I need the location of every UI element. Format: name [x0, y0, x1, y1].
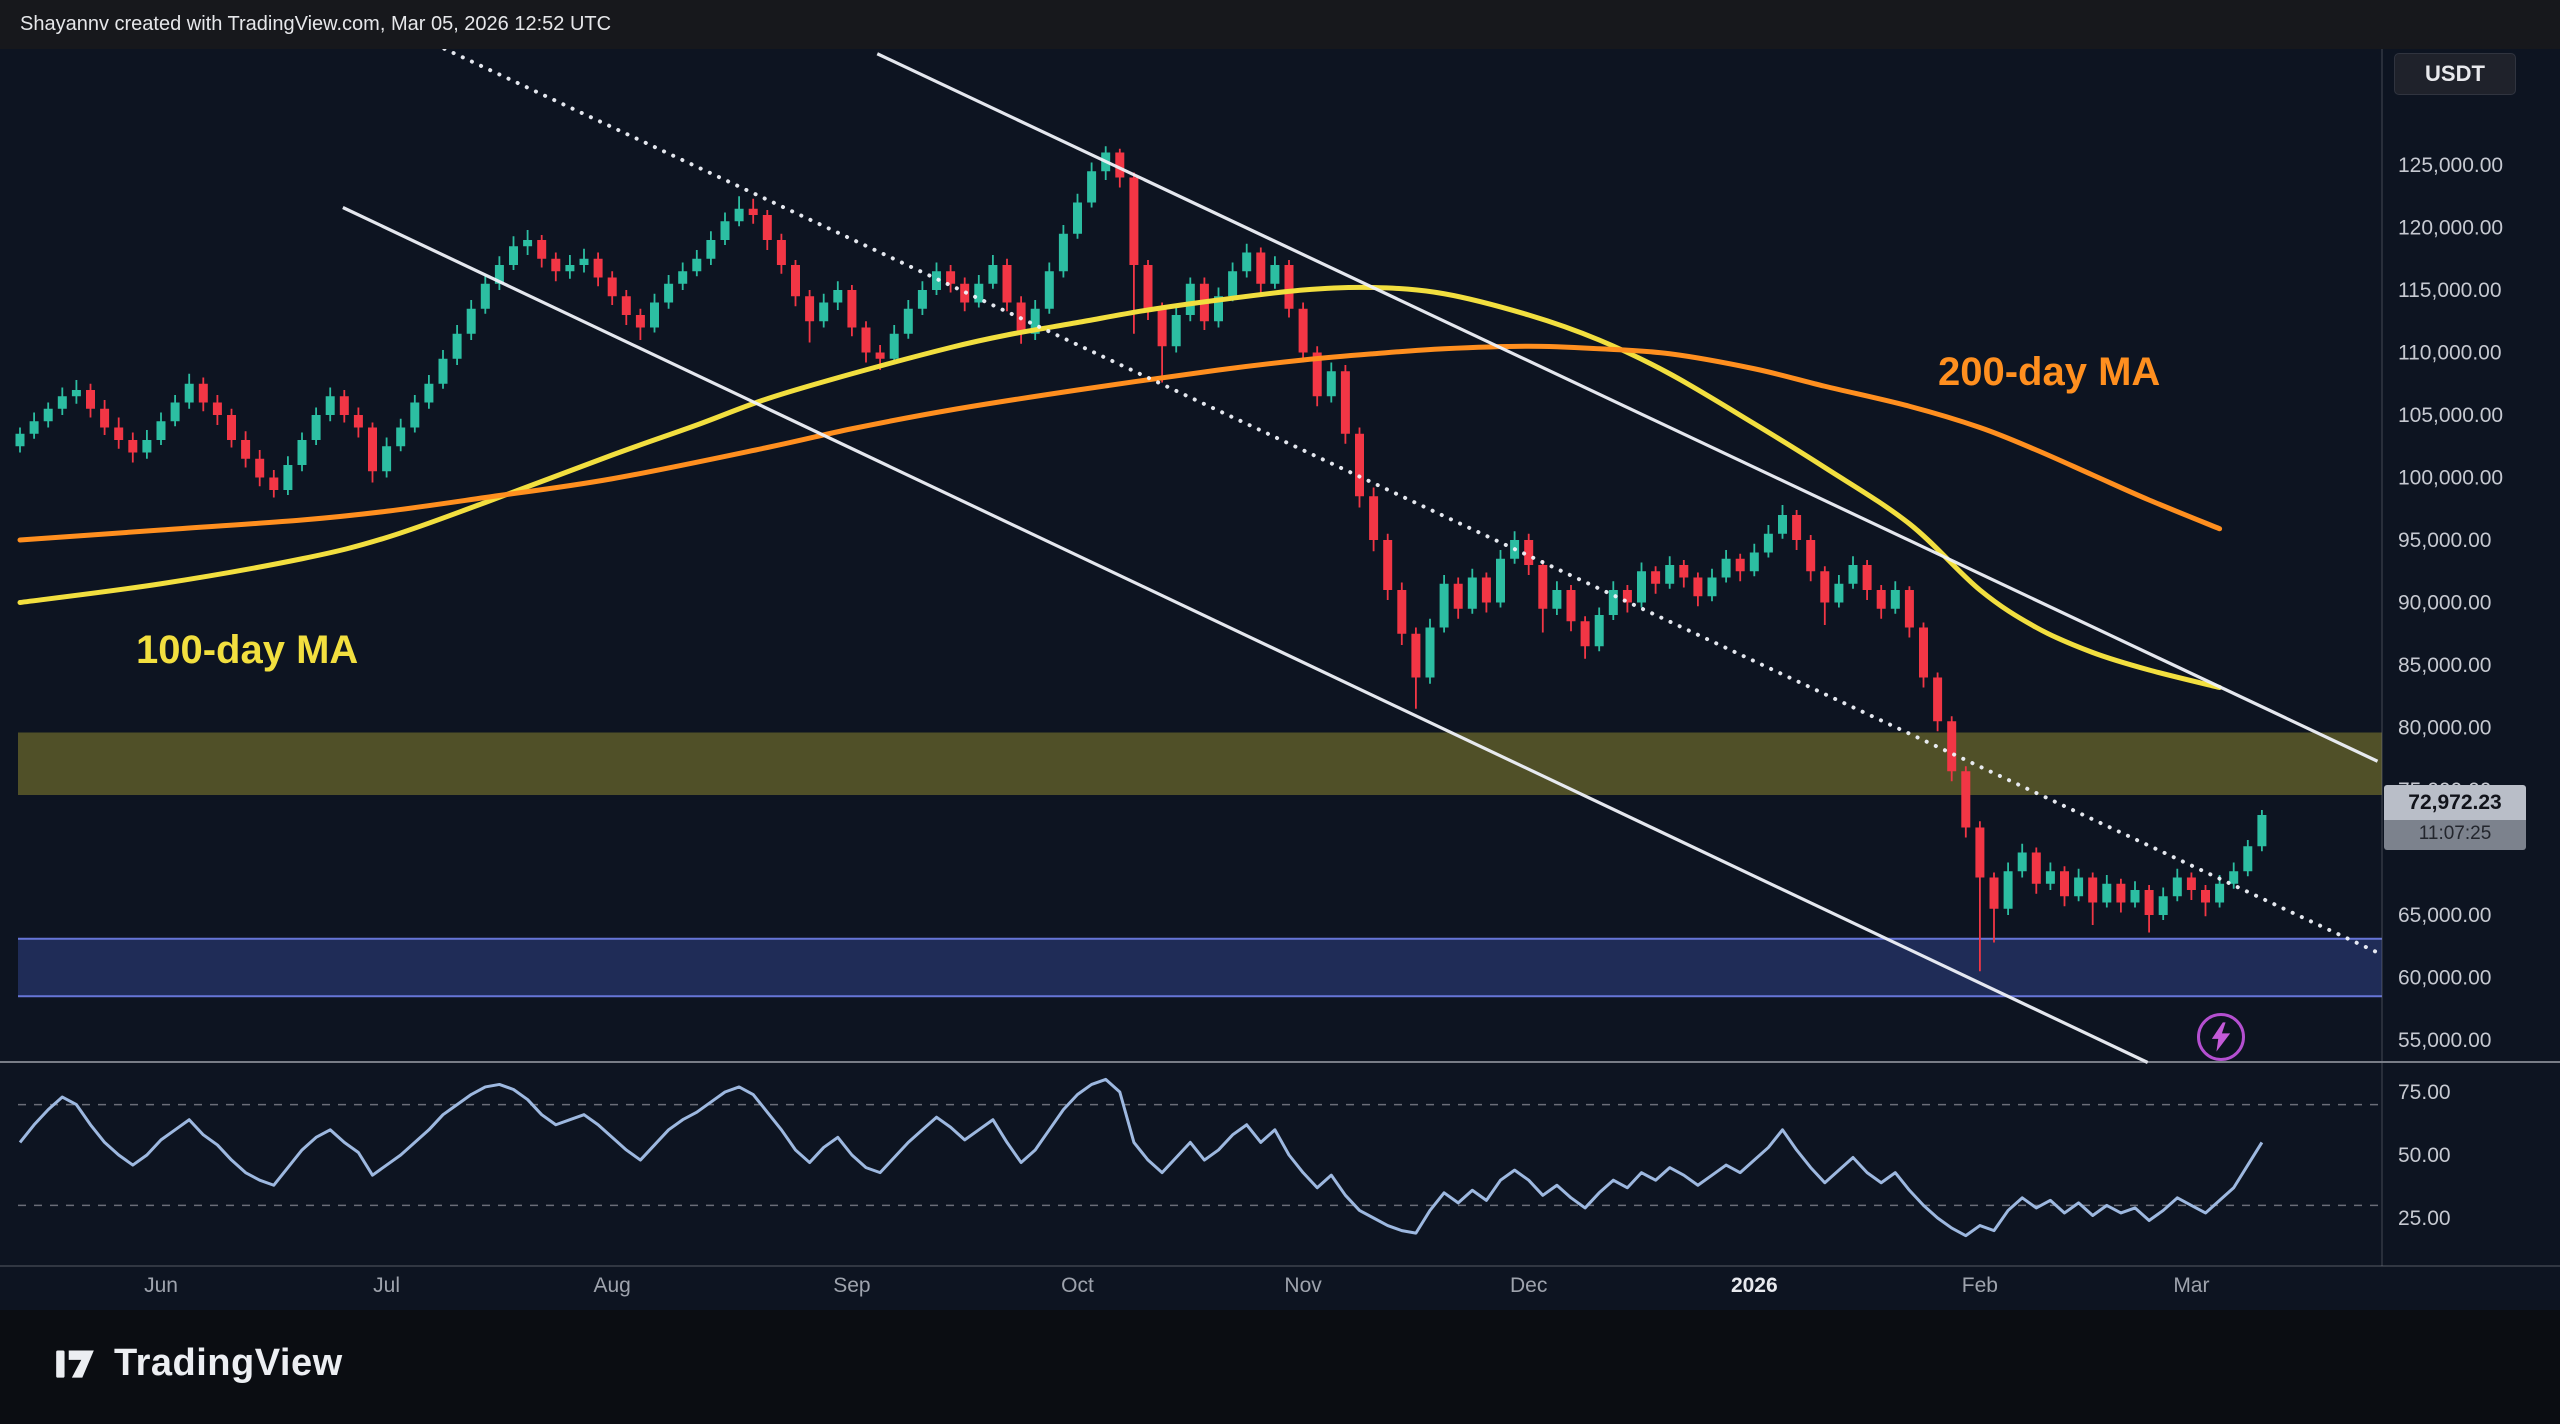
ma100-line[interactable]: [17, 284, 2223, 690]
price-scale-label: 60,000.00: [2398, 967, 2491, 990]
time-axis-label: Jun: [144, 1274, 178, 1297]
last-price-badge: 72,972.23 11:07:25: [2384, 785, 2526, 851]
time-axis-label: Mar: [2173, 1274, 2209, 1297]
rsi-scale-label: 50.00: [2398, 1144, 2451, 1167]
ma100-annotation: 100-day MA: [136, 628, 359, 672]
channel-lower-solid-trendline[interactable]: [342, 206, 2149, 1064]
bar-close-countdown: 11:07:25: [2384, 820, 2526, 851]
price-scale-label: 55,000.00: [2398, 1029, 2491, 1052]
price-scale-label: 65,000.00: [2398, 904, 2491, 927]
rsi-line[interactable]: [18, 1077, 2264, 1238]
ma200-annotation: 200-day MA: [1938, 350, 2161, 394]
time-axis-label: 2026: [1731, 1274, 1778, 1297]
ma200-line[interactable]: [17, 343, 2223, 543]
time-axis-label: Oct: [1061, 1274, 1094, 1297]
channel-upper-solid-trendline[interactable]: [876, 52, 2379, 763]
time-axis[interactable]: [0, 1266, 2382, 1310]
price-scale[interactable]: [2382, 49, 2560, 1266]
trendlines: [342, 46, 2380, 1064]
credit-bar: Shayannv created with TradingView.com, M…: [0, 0, 2560, 49]
resistance-zone[interactable]: [18, 732, 2382, 796]
moving-averages: [17, 284, 2223, 690]
time-axis-label: Sep: [833, 1274, 870, 1297]
boost-button[interactable]: [2197, 1013, 2245, 1061]
price-scale-label: 90,000.00: [2398, 592, 2491, 615]
time-axis-label: Nov: [1284, 1274, 1322, 1297]
price-scale-label: 85,000.00: [2398, 654, 2491, 677]
price-scale-label: 95,000.00: [2398, 529, 2491, 552]
currency-badge-label: USDT: [2425, 61, 2485, 86]
time-axis-label: Jul: [373, 1274, 400, 1297]
currency-badge[interactable]: USDT: [2394, 53, 2516, 95]
dotted-trendline[interactable]: [442, 46, 2380, 955]
time-axis-label: Feb: [1962, 1274, 1998, 1297]
price-scale-label: 105,000.00: [2398, 404, 2503, 427]
rsi-scale-label: 75.00: [2398, 1081, 2451, 1104]
lightning-icon: [2211, 1022, 2231, 1052]
rsi-pane: [18, 1077, 2382, 1238]
candlestick-series: [15, 146, 2267, 972]
tradingview-logo[interactable]: TradingView: [52, 1340, 343, 1386]
price-scale-label: 80,000.00: [2398, 717, 2491, 740]
footer: TradingView: [0, 1310, 2560, 1424]
rsi-scale-label: 25.00: [2398, 1207, 2451, 1230]
time-axis-label: Dec: [1510, 1274, 1547, 1297]
price-scale-label: 110,000.00: [2398, 342, 2502, 365]
axis-labels: 125,000.00 120,000.00 115,000.00 110,000.00…: [144, 154, 2503, 1297]
time-axis-label: Aug: [594, 1274, 631, 1297]
credit-text: Shayannv created with TradingView.com, M…: [20, 13, 612, 35]
price-scale-label: 120,000.00: [2398, 217, 2503, 240]
zones: [18, 732, 2382, 998]
chart-background: [0, 49, 2560, 1310]
last-price-value: 72,972.23: [2384, 785, 2526, 821]
price-scale-label: 115,000.00: [2398, 279, 2502, 302]
tradingview-logomark: [56, 1350, 94, 1378]
price-scale-label: 100,000.00: [2398, 467, 2503, 490]
tradingview-wordmark: TradingView: [114, 1341, 343, 1384]
price-scale-label: 125,000.00: [2398, 154, 2503, 177]
support-zone[interactable]: [18, 938, 2382, 997]
